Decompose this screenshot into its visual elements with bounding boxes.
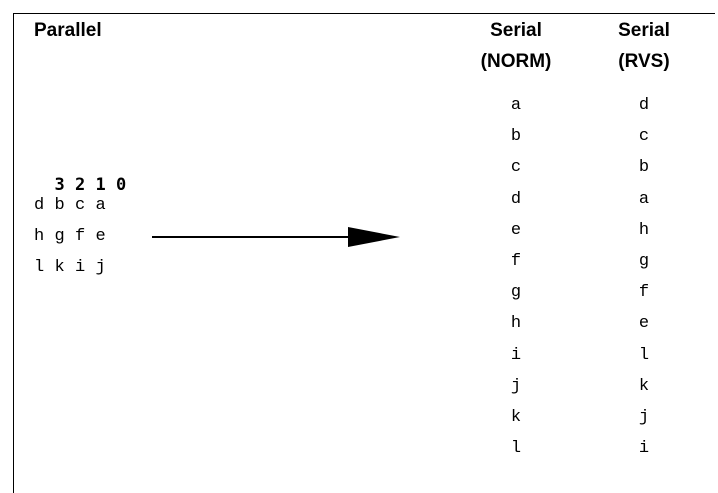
serial-rvs-cell: f xyxy=(638,283,650,303)
serial-norm-header-line1: Serial xyxy=(490,20,542,41)
serial-norm-cell: d xyxy=(510,189,522,209)
parallel-cell: l xyxy=(34,258,45,277)
parallel-cell: g xyxy=(54,227,65,246)
parallel-cell: j xyxy=(95,258,106,277)
serial-norm-cell: k xyxy=(510,407,522,427)
serial-rvs-header: Serial (RVS) xyxy=(584,15,704,77)
serial-norm-cell: e xyxy=(510,220,522,240)
serial-norm-cell: j xyxy=(510,376,522,396)
serial-norm-cell: f xyxy=(510,251,522,271)
serial-norm-cell: h xyxy=(510,314,522,334)
serial-norm-cell: g xyxy=(510,283,522,303)
serial-rvs-cell: d xyxy=(638,96,650,115)
serial-norm-header: Serial (NORM) xyxy=(456,15,576,77)
serial-rvs-cell: l xyxy=(638,345,650,365)
serial-norm-cell: i xyxy=(510,345,522,365)
bit-label: 1 xyxy=(95,175,106,195)
serial-rvs-cell: i xyxy=(638,439,650,459)
serial-rvs-cell: g xyxy=(638,251,650,271)
parallel-cell: k xyxy=(54,258,65,277)
serial-rvs-cell: a xyxy=(638,189,650,209)
serial-rvs-column: d c b a h g f e l k j i xyxy=(624,90,664,464)
parallel-cell: a xyxy=(95,196,106,215)
parallel-cell: d xyxy=(34,196,45,215)
serial-norm-cell: c xyxy=(510,158,522,178)
parallel-cell: c xyxy=(75,196,86,215)
serial-rvs-cell: j xyxy=(638,407,650,427)
serial-rvs-header-line2: (RVS) xyxy=(618,51,670,72)
bit-label: 3 xyxy=(54,175,65,195)
table-frame xyxy=(13,13,715,493)
serial-rvs-cell: h xyxy=(638,220,650,240)
bit-label: 0 xyxy=(115,175,127,195)
serial-rvs-cell: k xyxy=(638,376,650,396)
bit-label: 2 xyxy=(74,175,86,195)
serial-rvs-header-line1: Serial xyxy=(618,20,670,41)
serial-norm-header-line2: (NORM) xyxy=(480,51,552,72)
serial-norm-cell: b xyxy=(510,127,522,147)
parallel-cell: h xyxy=(34,227,45,246)
serial-rvs-cell: b xyxy=(638,158,650,178)
bit-labels: 3 2 1 0 xyxy=(34,146,126,198)
right-arrow-icon xyxy=(152,227,400,247)
serial-rvs-cell: e xyxy=(638,314,650,334)
parallel-cell: b xyxy=(54,196,65,215)
parallel-cell: f xyxy=(75,227,86,246)
serial-norm-cell: a xyxy=(510,96,522,115)
serial-rvs-cell: c xyxy=(638,127,650,147)
parallel-header: Parallel xyxy=(34,15,102,46)
parallel-header-label: Parallel xyxy=(34,20,102,41)
serial-norm-column: a b c d e f g h i j k l xyxy=(496,90,536,464)
parallel-cell: i xyxy=(75,258,86,277)
serial-norm-cell: l xyxy=(510,439,522,459)
parallel-cell: e xyxy=(95,227,106,246)
